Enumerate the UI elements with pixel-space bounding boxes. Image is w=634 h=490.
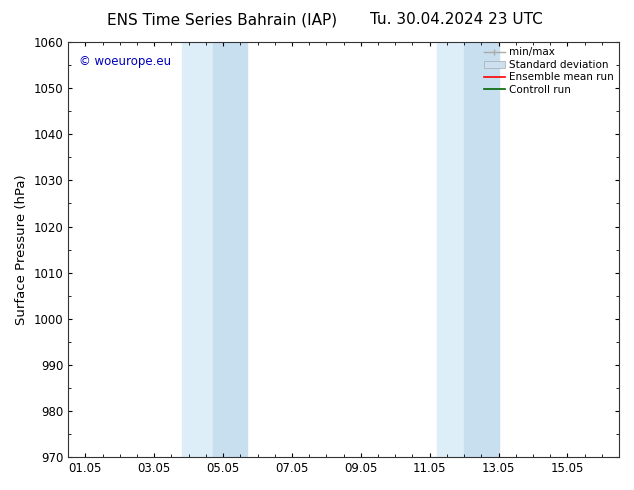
Bar (182, 42, 213, 457)
Bar (437, 42, 464, 457)
Text: ENS Time Series Bahrain (IAP): ENS Time Series Bahrain (IAP) (107, 12, 337, 27)
Bar (213, 42, 247, 457)
Bar (464, 42, 498, 457)
Legend: min/max, Standard deviation, Ensemble mean run, Controll run: min/max, Standard deviation, Ensemble me… (484, 47, 614, 95)
Text: © woeurope.eu: © woeurope.eu (79, 54, 171, 68)
Y-axis label: Surface Pressure (hPa): Surface Pressure (hPa) (15, 174, 28, 325)
Text: Tu. 30.04.2024 23 UTC: Tu. 30.04.2024 23 UTC (370, 12, 543, 27)
